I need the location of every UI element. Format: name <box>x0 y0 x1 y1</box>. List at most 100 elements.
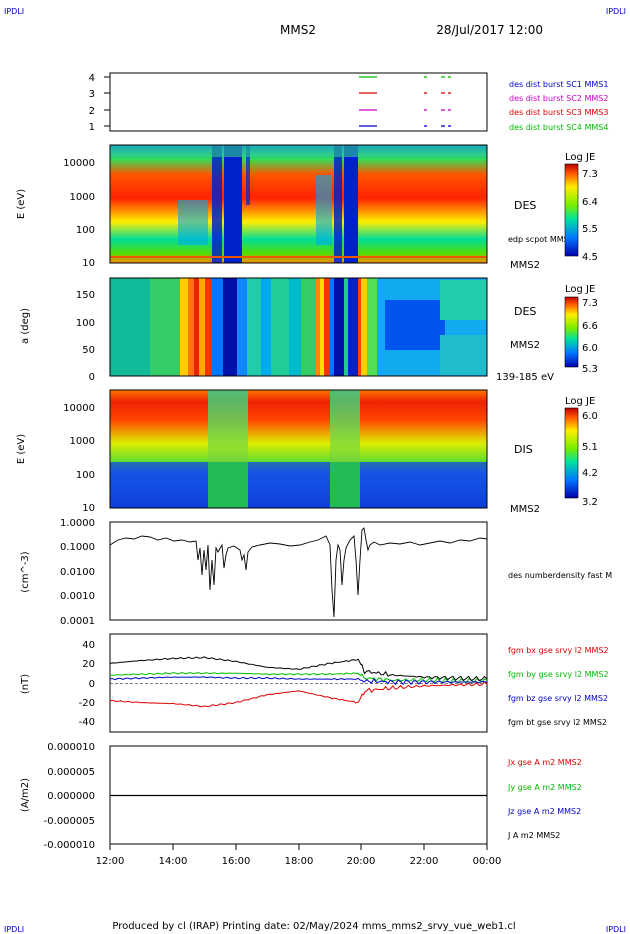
footer-text: Produced by cl (IRAP) Printing date: 02/… <box>112 921 515 932</box>
x-axis: 12:00 14:00 16:00 18:00 20:00 22:00 00:0… <box>96 844 502 867</box>
current-ylabel: (A/m2) <box>20 778 31 812</box>
bt-legend: fgm bt gse srvy l2 MMS2 <box>508 718 607 727</box>
des-energy-colorbar-title: Log JE <box>565 152 595 163</box>
bz-series-line <box>109 676 488 686</box>
des-energy-sc-label: MMS2 <box>510 260 540 271</box>
burst-panel: 4 3 2 1 des dist burst SC1 MMS1 des dist… <box>89 72 608 133</box>
current-ytick-label: 0.000010 <box>47 742 95 753</box>
dis-ytick-label: 10000 <box>63 403 95 414</box>
des-energy-scpot-label: edp scpot MMS2 <box>508 235 574 244</box>
burst-ytick-label: 4 <box>89 73 95 84</box>
density-legend: des numberdensity fast M <box>508 571 612 580</box>
x-tick-label: 12:00 <box>96 856 125 867</box>
des-energy-colorbar-tick: 5.5 <box>582 224 598 235</box>
pitch-side-label: DES <box>514 305 536 318</box>
dis-energy-sc-label: MMS2 <box>510 504 540 515</box>
dis-energy-panel: 10 100 1000 10000 E (eV) DIS MMS2 Log JE… <box>16 389 598 515</box>
burst-legend-sc3: des dist burst SC3 MMS3 <box>509 108 608 117</box>
dis-ytick-label: 1000 <box>70 436 95 447</box>
corner-label-bottom-right: IPDLI <box>606 925 626 934</box>
density-ytick-label: 0.0001 <box>60 616 95 627</box>
bx-series-line <box>109 681 488 708</box>
current-ytick-label: 0.000000 <box>47 791 95 802</box>
jx-legend: Jx gse A m2 MMS2 <box>507 758 582 767</box>
bt-series-line <box>109 656 488 682</box>
pitch-colorbar-tick: 5.3 <box>582 364 598 375</box>
dis-ytick-label: 100 <box>76 470 95 481</box>
jy-legend: Jy gse A m2 MMS2 <box>507 783 582 792</box>
density-series-line <box>109 527 488 618</box>
current-density-panel: -0.000010 -0.000005 0.000000 0.000005 0.… <box>20 742 582 851</box>
des-ytick-label: 10 <box>82 258 95 269</box>
des-ytick-label: 100 <box>76 225 95 236</box>
bfield-ytick-label: -40 <box>79 717 95 728</box>
burst-legend-sc4: des dist burst SC4 MMS4 <box>509 123 608 132</box>
burst-ytick-label: 3 <box>89 89 95 100</box>
bfield-ytick-label: -20 <box>79 698 95 709</box>
dis-energy-colorbar-tick: 4.2 <box>582 468 598 479</box>
dis-energy-colorbar-tick: 3.2 <box>582 497 598 508</box>
datetime-title: 28/Jul/2017 12:00 <box>436 23 543 37</box>
x-tick-label: 20:00 <box>347 856 376 867</box>
bz-legend: fgm bz gse srvy l2 MMS2 <box>508 694 608 703</box>
by-series-line <box>109 672 488 684</box>
density-ytick-label: 0.0010 <box>60 591 95 602</box>
magnetic-field-panel: -40 -20 0 20 40 (nT) fgm bx gse srvy l2 … <box>20 633 609 733</box>
pitch-sc-label: MMS2 <box>510 340 540 351</box>
pitch-ytick-label: 50 <box>82 345 95 356</box>
pitch-energy-range-label: 139-185 eV <box>496 372 554 383</box>
pitch-colorbar-tick: 6.6 <box>582 321 598 332</box>
corner-label-top-right: IPDLI <box>606 7 626 16</box>
jz-legend: Jz gse A m2 MMS2 <box>507 807 581 816</box>
pitch-ytick-label: 150 <box>76 290 95 301</box>
des-pitch-panel: 0 50 100 150 a (deg) DES MMS2 139-185 eV… <box>20 277 598 383</box>
x-tick-label: 14:00 <box>159 856 188 867</box>
des-energy-colorbar-tick: 4.5 <box>582 252 598 263</box>
current-ytick-label: -0.000010 <box>44 840 95 851</box>
density-ytick-label: 1.0000 <box>60 518 95 529</box>
corner-label-bottom-left: IPDLI <box>4 925 24 934</box>
density-ylabel: (cm^-3) <box>20 551 31 592</box>
des-energy-colorbar-tick: 6.4 <box>582 197 598 208</box>
current-ytick-label: 0.000005 <box>47 767 95 778</box>
burst-ytick-label: 1 <box>89 122 95 133</box>
x-tick-label: 00:00 <box>473 856 502 867</box>
corner-label-top-left: IPDLI <box>4 7 24 16</box>
des-energy-ylabel: E (eV) <box>16 189 27 219</box>
pitch-ytick-label: 100 <box>76 318 95 329</box>
dis-energy-ylabel: E (eV) <box>16 434 27 464</box>
bfield-ylabel: (nT) <box>20 674 31 694</box>
pitch-ylabel: a (deg) <box>20 308 31 344</box>
burst-legend-sc1: des dist burst SC1 MMS1 <box>509 80 608 89</box>
pitch-colorbar-title: Log JE <box>565 284 595 295</box>
des-ytick-label: 10000 <box>63 158 95 169</box>
des-energy-colorbar-tick: 7.3 <box>582 169 598 180</box>
current-ytick-label: -0.000005 <box>44 816 95 827</box>
x-tick-label: 18:00 <box>285 856 314 867</box>
bfield-ytick-label: 40 <box>82 640 95 651</box>
x-tick-label: 22:00 <box>410 856 439 867</box>
bx-legend: fgm bx gse srvy l2 MMS2 <box>508 646 609 655</box>
density-ytick-label: 0.0100 <box>60 567 95 578</box>
by-legend: fgm by gse srvy l2 MMS2 <box>508 670 609 679</box>
pitch-colorbar <box>564 296 579 368</box>
pitch-colorbar-tick: 6.0 <box>582 343 598 354</box>
density-ytick-label: 0.1000 <box>60 542 95 553</box>
des-energy-side-label: DES <box>514 199 536 212</box>
pitch-ytick-label: 0 <box>89 372 95 383</box>
bfield-ytick-label: 0 <box>89 679 95 690</box>
dis-energy-colorbar-title: Log JE <box>565 396 595 407</box>
dis-energy-side-label: DIS <box>514 443 533 456</box>
pitch-colorbar-tick: 7.3 <box>582 298 598 309</box>
des-energy-panel: 10 100 1000 10000 E (eV) DES edp scpot M… <box>16 144 598 271</box>
des-energy-colorbar <box>564 163 579 257</box>
burst-legend-sc2: des dist burst SC2 MMS2 <box>509 94 608 103</box>
density-panel: 0.0001 0.0010 0.0100 0.1000 1.0000 (cm^-… <box>20 518 612 627</box>
dis-energy-colorbar <box>564 407 579 499</box>
spacecraft-title: MMS2 <box>280 23 316 37</box>
x-tick-label: 16:00 <box>222 856 251 867</box>
dis-ytick-label: 10 <box>82 503 95 514</box>
bfield-ytick-label: 20 <box>82 659 95 670</box>
dis-energy-colorbar-tick: 5.1 <box>582 442 598 453</box>
